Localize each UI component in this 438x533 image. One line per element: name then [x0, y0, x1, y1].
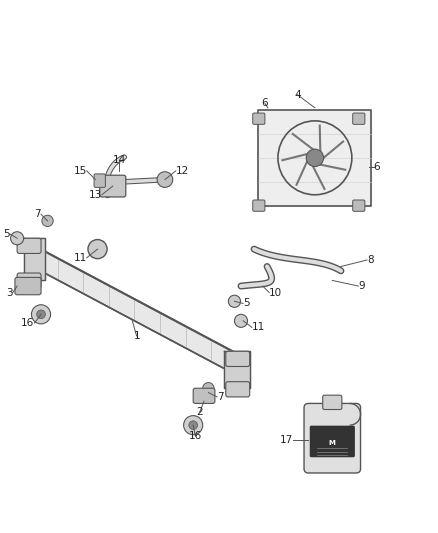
Circle shape	[306, 149, 324, 166]
FancyBboxPatch shape	[353, 113, 365, 124]
Circle shape	[37, 310, 46, 319]
Text: 1: 1	[133, 331, 140, 341]
Text: M: M	[329, 440, 336, 446]
Text: 7: 7	[35, 209, 41, 220]
Text: 10: 10	[269, 288, 283, 297]
Text: 17: 17	[280, 435, 293, 446]
Polygon shape	[24, 238, 46, 279]
Text: 14: 14	[113, 155, 126, 165]
FancyBboxPatch shape	[323, 395, 342, 409]
Circle shape	[88, 239, 107, 259]
FancyBboxPatch shape	[310, 426, 354, 457]
Circle shape	[234, 314, 247, 327]
FancyBboxPatch shape	[304, 403, 360, 473]
FancyBboxPatch shape	[193, 388, 215, 403]
Text: 3: 3	[6, 288, 13, 297]
Circle shape	[42, 215, 53, 227]
Text: 11: 11	[74, 253, 87, 263]
Text: 16: 16	[21, 318, 35, 328]
Circle shape	[189, 421, 198, 430]
FancyBboxPatch shape	[17, 238, 41, 254]
Text: 8: 8	[367, 255, 374, 265]
FancyBboxPatch shape	[226, 351, 250, 367]
Polygon shape	[258, 110, 371, 206]
Circle shape	[203, 383, 214, 394]
FancyBboxPatch shape	[253, 200, 265, 211]
Text: 2: 2	[196, 407, 203, 417]
Text: 4: 4	[294, 90, 301, 100]
Text: 12: 12	[176, 166, 189, 176]
Text: 6: 6	[374, 161, 380, 172]
Circle shape	[228, 295, 240, 308]
Text: 16: 16	[189, 431, 202, 441]
FancyBboxPatch shape	[226, 382, 250, 397]
Circle shape	[11, 232, 24, 245]
FancyBboxPatch shape	[15, 277, 41, 295]
Text: 11: 11	[252, 322, 265, 333]
Text: 5: 5	[3, 229, 10, 239]
Circle shape	[157, 172, 173, 188]
FancyBboxPatch shape	[253, 113, 265, 124]
Text: 13: 13	[88, 190, 102, 200]
Text: 15: 15	[74, 166, 87, 176]
FancyBboxPatch shape	[94, 174, 106, 188]
Polygon shape	[32, 245, 237, 375]
Text: 6: 6	[261, 99, 268, 109]
Circle shape	[32, 305, 51, 324]
FancyBboxPatch shape	[100, 175, 126, 197]
FancyBboxPatch shape	[17, 273, 41, 288]
Text: 9: 9	[358, 281, 365, 291]
Text: 7: 7	[217, 392, 224, 402]
Text: 5: 5	[243, 298, 250, 309]
FancyBboxPatch shape	[353, 200, 365, 211]
Circle shape	[184, 416, 203, 435]
Polygon shape	[224, 351, 250, 388]
